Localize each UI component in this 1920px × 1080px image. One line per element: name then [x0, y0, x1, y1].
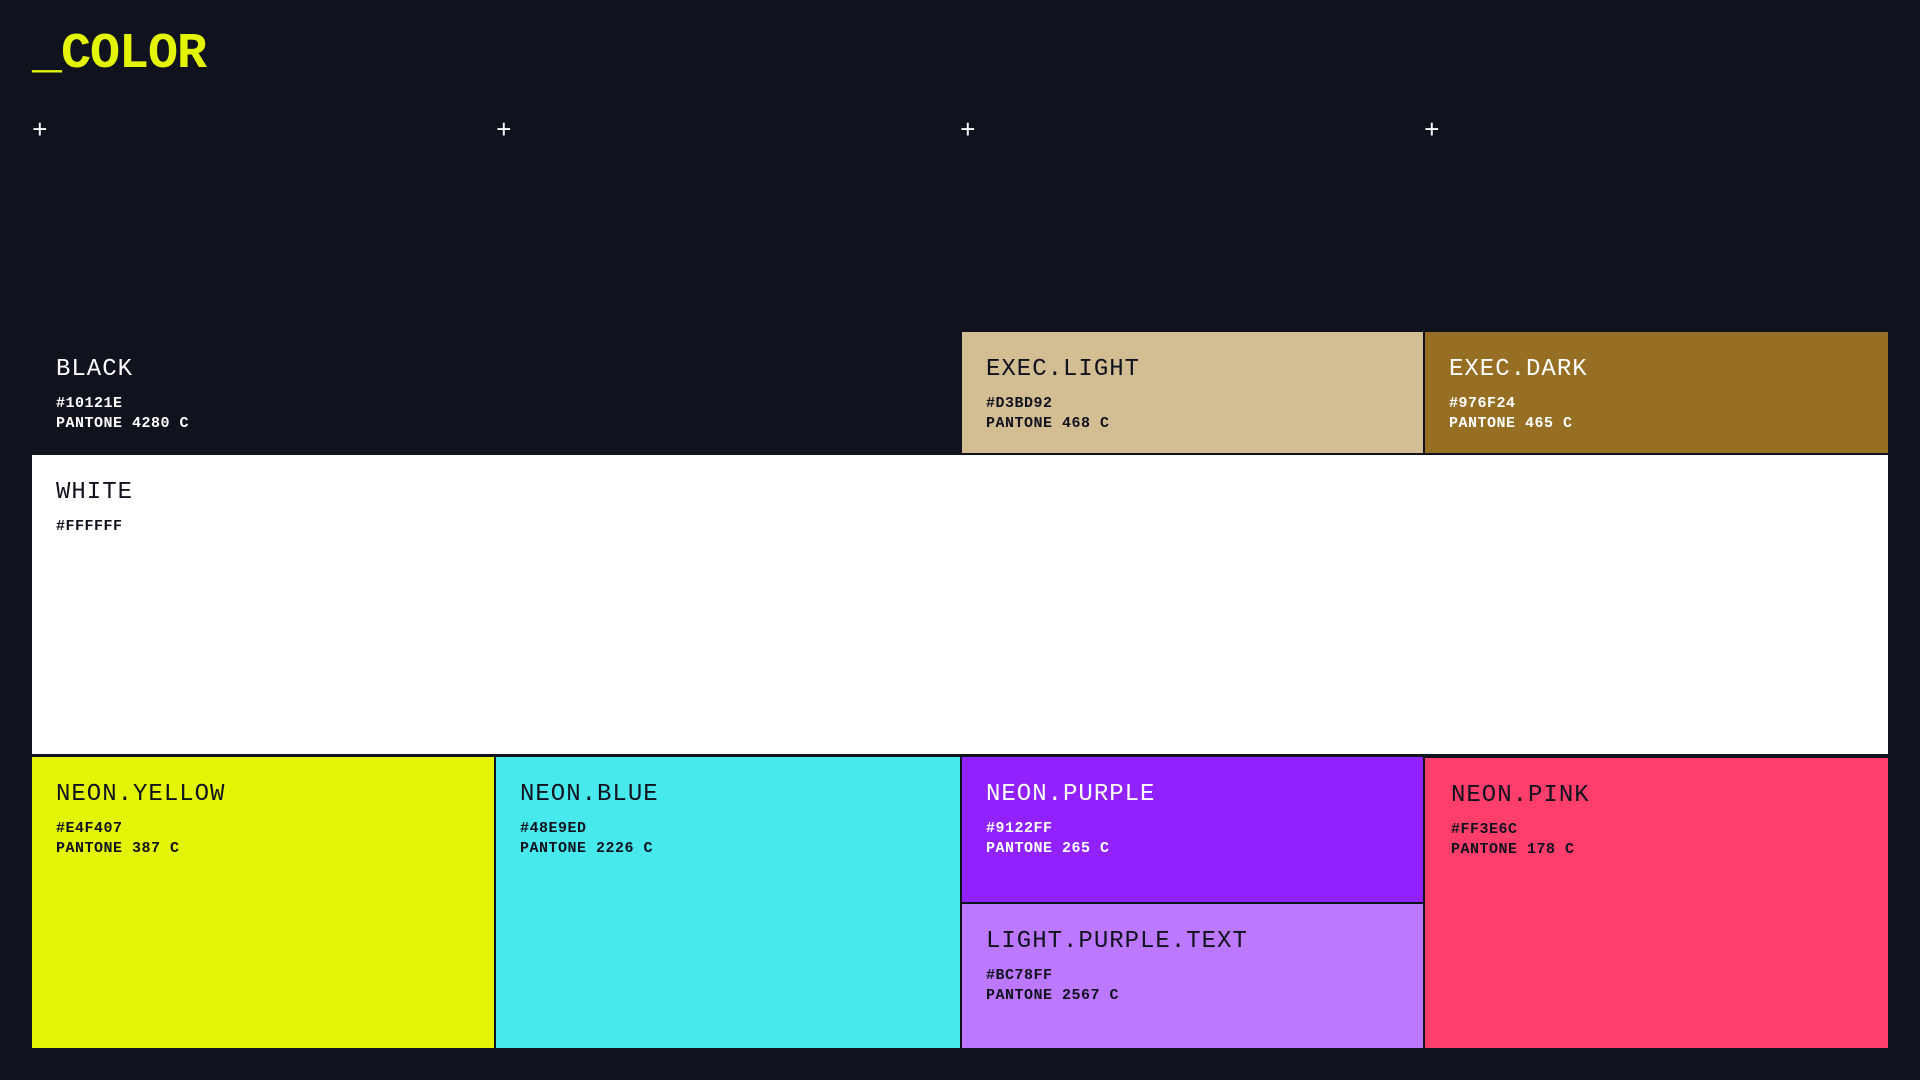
swatch-hex: #E4F407 — [56, 820, 123, 837]
swatch-hex: #10121E — [56, 395, 123, 412]
swatch-pantone: PANTONE 465 C — [1449, 415, 1573, 432]
swatch-pantone: PANTONE 468 C — [986, 415, 1110, 432]
swatch-name: BLACK — [56, 356, 134, 383]
swatch-hex: #48E9ED — [520, 820, 587, 837]
swatch-name: NEON.PURPLE — [986, 781, 1156, 808]
plus-icon: + — [496, 116, 512, 146]
swatch-name: EXEC.LIGHT — [986, 356, 1141, 383]
swatch-pantone: PANTONE 2567 C — [986, 987, 1120, 1004]
plus-icon: + — [32, 116, 48, 146]
swatch-exec-light: EXEC.LIGHT #D3BD92 PANTONE 468 C — [962, 332, 1423, 453]
swatch-neon-purple: NEON.PURPLE #9122FF PANTONE 265 C — [962, 757, 1423, 902]
swatch-black: BLACK #10121E PANTONE 4280 C — [32, 332, 960, 453]
swatch-hex: #976F24 — [1449, 395, 1516, 412]
swatch-neon-pink: NEON.PINK #FF3E6C PANTONE 178 C — [1425, 758, 1888, 1048]
swatch-neon-blue: NEON.BLUE #48E9ED PANTONE 2226 C — [496, 757, 960, 1048]
swatch-light-purple-text: LIGHT.PURPLE.TEXT #BC78FF PANTONE 2567 C — [962, 904, 1423, 1048]
swatch-hex: #FF3E6C — [1451, 821, 1518, 838]
plus-icon: + — [1424, 116, 1440, 146]
swatch-name: NEON.BLUE — [520, 781, 659, 808]
swatch-white: WHITE #FFFFFF — [32, 455, 1888, 754]
swatch-neon-yellow: NEON.YELLOW #E4F407 PANTONE 387 C — [32, 757, 494, 1048]
swatch-hex: #D3BD92 — [986, 395, 1053, 412]
plus-icon: + — [960, 116, 976, 146]
swatch-pantone: PANTONE 387 C — [56, 840, 180, 857]
swatch-pantone: PANTONE 265 C — [986, 840, 1110, 857]
swatch-name: LIGHT.PURPLE.TEXT — [986, 928, 1248, 955]
swatch-hex: #9122FF — [986, 820, 1053, 837]
swatch-name: WHITE — [56, 479, 134, 506]
page-title: _COLOR — [32, 26, 207, 83]
swatch-hex: #FFFFFF — [56, 518, 123, 535]
swatch-pantone: PANTONE 4280 C — [56, 415, 190, 432]
swatch-name: NEON.PINK — [1451, 782, 1590, 809]
swatch-pantone: PANTONE 178 C — [1451, 841, 1575, 858]
swatch-exec-dark: EXEC.DARK #976F24 PANTONE 465 C — [1425, 332, 1888, 453]
swatch-name: NEON.YELLOW — [56, 781, 226, 808]
swatch-hex: #BC78FF — [986, 967, 1053, 984]
swatch-pantone: PANTONE 2226 C — [520, 840, 654, 857]
swatch-name: EXEC.DARK — [1449, 356, 1588, 383]
